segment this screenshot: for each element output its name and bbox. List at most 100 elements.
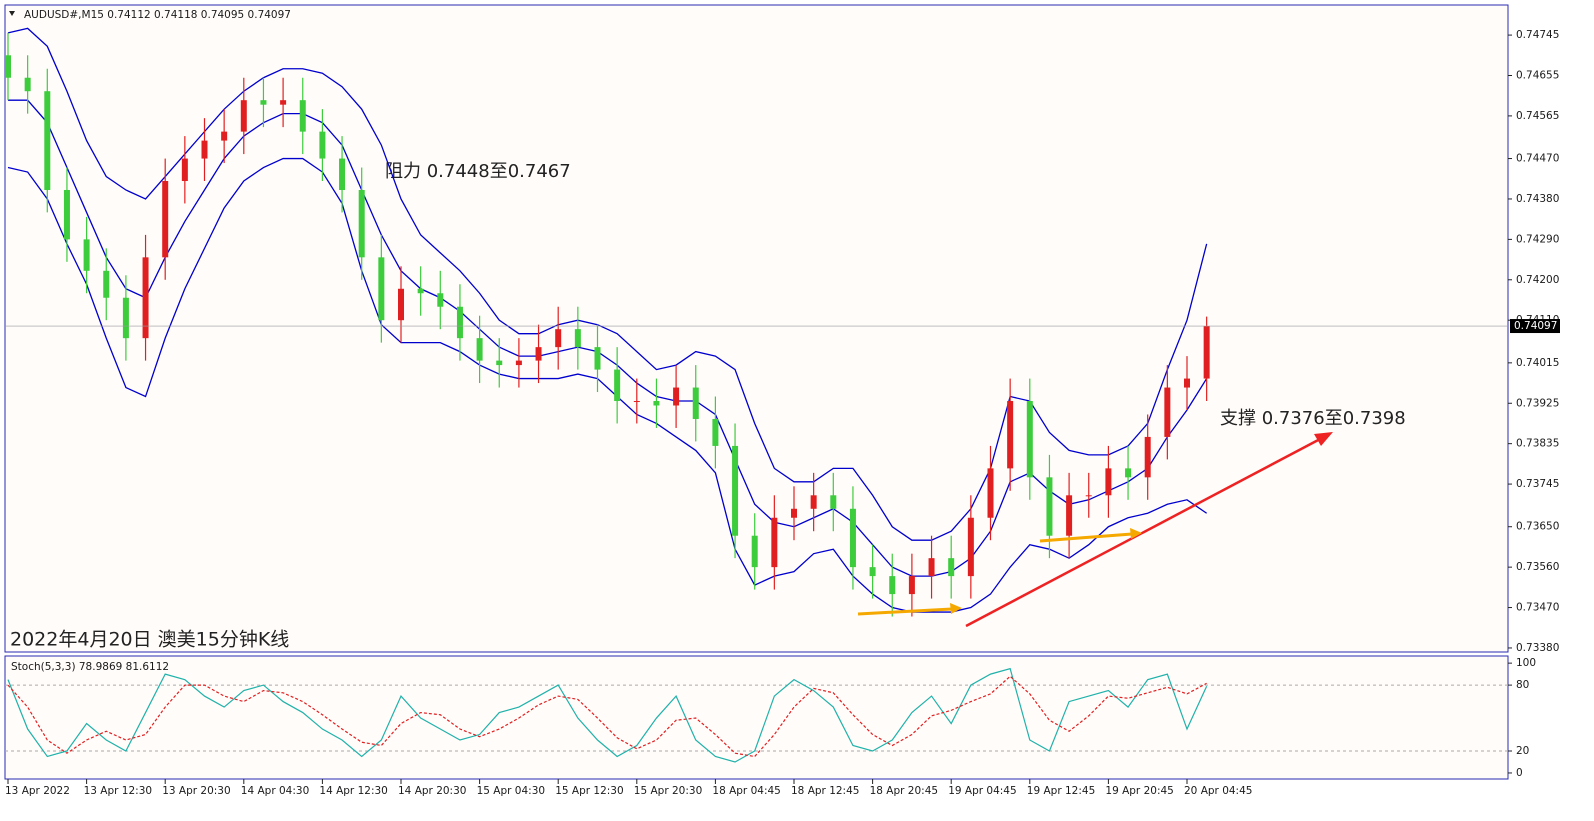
x-tick-label: 19 Apr 12:45 — [1027, 785, 1095, 797]
y-tick-label: 0.74200 — [1516, 274, 1559, 286]
candle-body — [830, 495, 837, 509]
stoch-line — [7, 675, 1207, 758]
x-tick-label: 15 Apr 12:30 — [555, 785, 623, 797]
candle-body — [987, 468, 994, 518]
candle-body — [712, 418, 719, 446]
symbol-header: AUDUSD#,M15 0.74112 0.74118 0.74095 0.74… — [24, 9, 291, 21]
candle-body — [594, 347, 601, 370]
candle-body — [791, 508, 797, 518]
y-tick-label: 100 — [1516, 657, 1536, 669]
stoch-line — [7, 667, 1208, 763]
candle-body — [673, 387, 680, 406]
candle-body — [1026, 401, 1033, 478]
y-tick-label: 0.74470 — [1516, 153, 1559, 165]
x-tick-label: 13 Apr 12:30 — [84, 785, 152, 797]
x-tick-label: 18 Apr 04:45 — [712, 785, 780, 797]
candle-body — [555, 329, 562, 348]
y-tick-label: 0.73380 — [1516, 642, 1559, 654]
candle-body — [614, 369, 621, 402]
candle-body — [948, 558, 955, 577]
candle-body — [1203, 326, 1210, 379]
stoch-title: Stoch(5,3,3) 78.9869 81.6112 — [11, 661, 169, 673]
x-tick-label: 14 Apr 20:30 — [398, 785, 466, 797]
arrow-head — [1130, 528, 1142, 539]
candle-body — [103, 270, 110, 298]
candle-body — [771, 517, 778, 568]
candle-body — [496, 360, 503, 366]
marks: 0.74745 0.74655 0.74565 0.74470 0.74380 0.742… — [5, 27, 1560, 797]
candle-body — [162, 181, 169, 258]
bollinger-band — [7, 27, 1208, 541]
x-tick-label: 14 Apr 12:30 — [319, 785, 387, 797]
candle-body — [1164, 387, 1171, 437]
candle-body — [1184, 378, 1190, 388]
x-tick-label: 18 Apr 20:45 — [870, 785, 938, 797]
divergence-line — [1039, 532, 1133, 543]
candle-body — [437, 293, 444, 307]
stoch-panel — [4, 655, 1509, 780]
candle-body — [849, 508, 856, 568]
y-tick-label: 0.73650 — [1516, 521, 1559, 533]
candle-body — [574, 329, 581, 348]
candle-body — [122, 297, 129, 339]
candle-body — [221, 131, 228, 141]
arrow-head — [950, 603, 962, 614]
candle-body — [869, 567, 876, 577]
y-tick-label: 0.73835 — [1516, 438, 1559, 450]
candle-body — [299, 100, 306, 132]
candle-body — [181, 158, 188, 182]
arrow-head — [1314, 432, 1333, 446]
bollinger-band — [8, 99, 1208, 577]
candle-body — [810, 495, 817, 509]
candle-body — [398, 288, 404, 321]
resistance-note: 阻力 0.7448至0.7467 — [385, 161, 571, 182]
candle-body — [1105, 468, 1112, 496]
x-tick-label: 13 Apr 20:30 — [162, 785, 230, 797]
y-tick-label: 0.73470 — [1516, 602, 1559, 614]
candle-body — [633, 401, 640, 403]
chart-caption: 2022年4月20日 澳美15分钟K线 — [10, 629, 289, 651]
candle-body — [1066, 495, 1073, 536]
header-icon — [9, 11, 15, 16]
x-tick-label: 20 Apr 04:45 — [1184, 785, 1252, 797]
y-tick-label: 0.74655 — [1516, 69, 1559, 81]
y-tick-label: 0.74565 — [1516, 110, 1559, 122]
candle-body — [5, 55, 11, 78]
candle-body — [240, 100, 247, 132]
candle-body — [732, 445, 739, 536]
candle-body — [967, 517, 974, 577]
y-tick-label: 0.73560 — [1516, 561, 1559, 573]
x-tick-label: 15 Apr 20:30 — [634, 785, 702, 797]
y-tick-label: 80 — [1516, 679, 1529, 691]
candle-body — [456, 306, 463, 339]
y-tick-label: 0.73745 — [1516, 478, 1559, 490]
y-tick-label: 0 — [1516, 767, 1523, 779]
candle-body — [378, 257, 385, 321]
candle-body — [535, 347, 542, 361]
support-arrow — [965, 436, 1323, 628]
candle-body — [24, 77, 31, 92]
candle-body — [142, 257, 149, 339]
y-tick-label: 0.73925 — [1516, 397, 1559, 409]
candle-body — [908, 576, 915, 595]
candle-body — [1007, 401, 1014, 469]
annotation-arrows — [857, 432, 1333, 628]
x-tick-label: 18 Apr 12:45 — [791, 785, 859, 797]
candle-body — [1046, 477, 1053, 536]
candle-body — [44, 91, 51, 190]
candle-body — [928, 558, 935, 577]
support-note: 支撑 0.7376至0.7398 — [1220, 408, 1406, 429]
candle-body — [417, 288, 424, 294]
candle-body — [83, 239, 90, 271]
candle-body — [1144, 436, 1151, 478]
candle-body — [751, 535, 758, 568]
candle-body — [63, 189, 70, 240]
candle-body — [476, 338, 483, 361]
candle-body — [319, 131, 326, 159]
candle-body — [1085, 495, 1092, 497]
candle-body — [201, 140, 208, 159]
candle-body — [515, 360, 522, 366]
candle-body — [358, 189, 365, 258]
divergence-line — [857, 607, 953, 616]
y-tick-label: 0.74745 — [1516, 29, 1559, 41]
